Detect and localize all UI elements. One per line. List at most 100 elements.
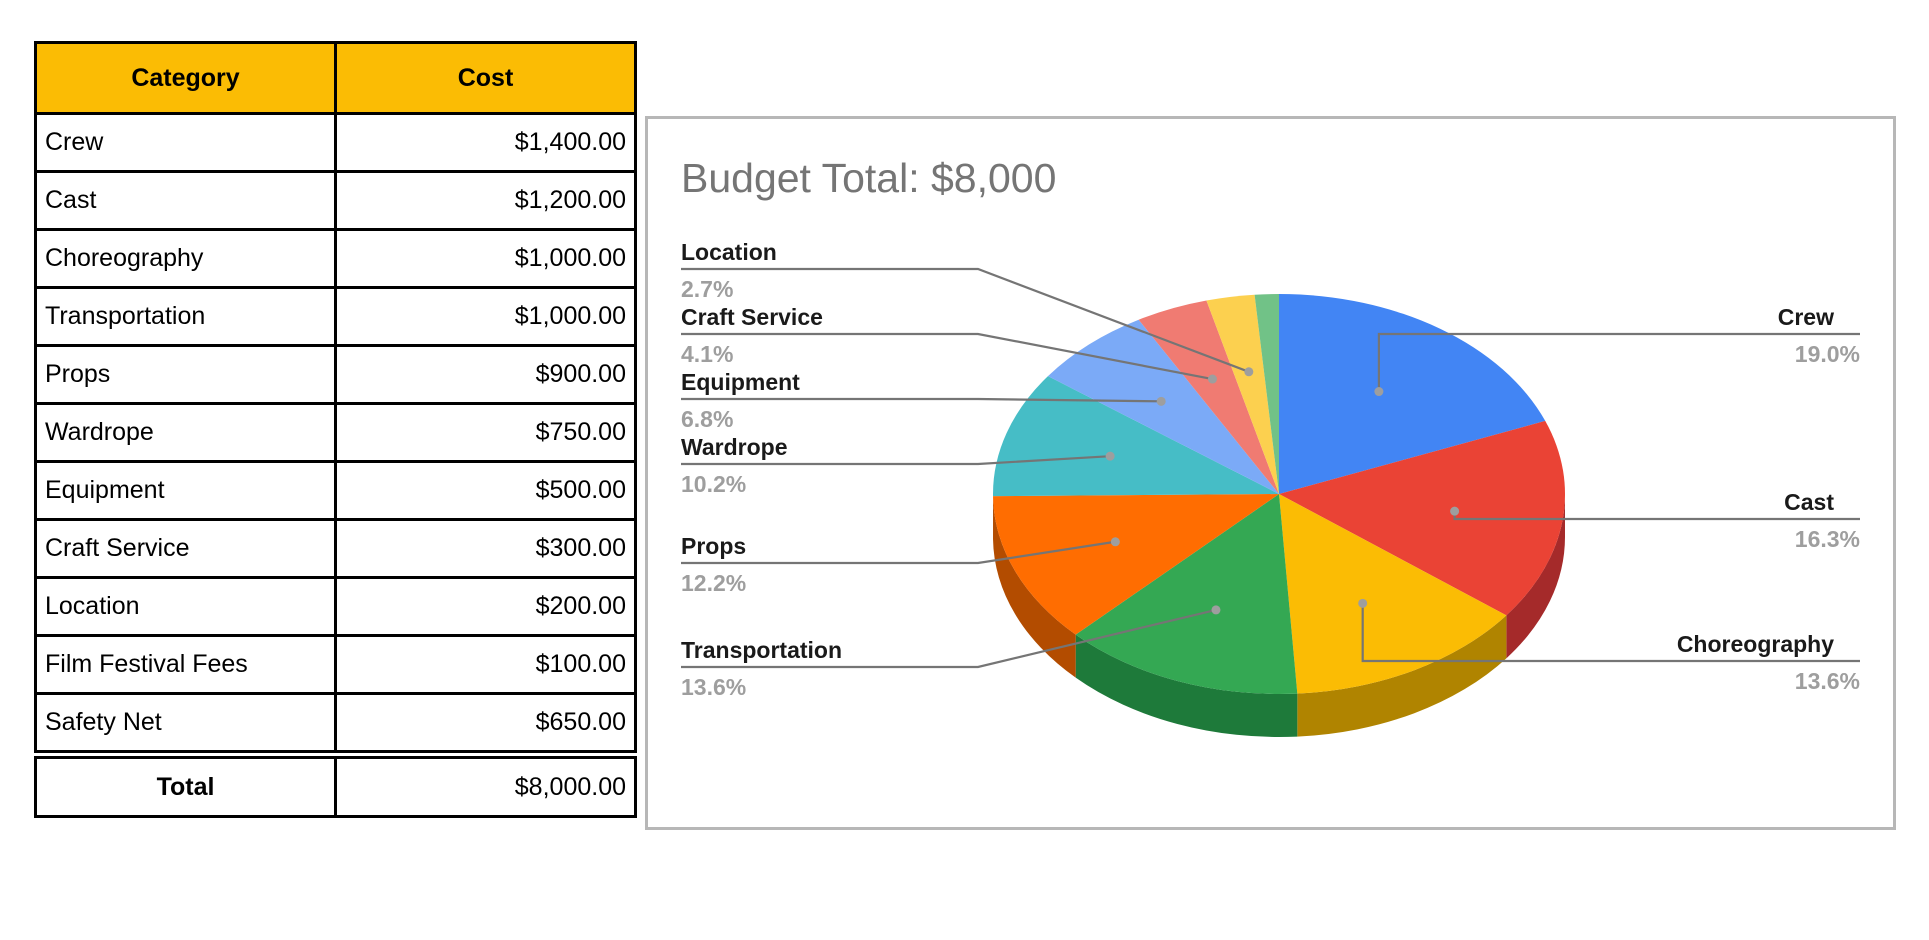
table-header-row: Category Cost: [34, 41, 637, 115]
leader-line: [1377, 332, 1860, 392]
pie-sides: [993, 494, 1565, 737]
table-row: Safety Net $650.00: [34, 692, 637, 756]
pie-side-transportation: [1075, 634, 1298, 737]
header-category: Category: [34, 41, 337, 115]
row-cost: $650.00: [334, 692, 637, 756]
row-cost: $1,400.00: [334, 112, 637, 173]
label-location: Location 2.7%: [681, 239, 1254, 377]
pie-side-props: [993, 496, 1076, 678]
leader-dot: [1358, 598, 1368, 608]
pie-side-choreography: [1297, 615, 1507, 737]
pie-chart: Crew 19.0% Cast 16.3% Choreography 13.6% Locat…: [681, 239, 1860, 737]
pie-slice-wardrope: [993, 376, 1279, 497]
leader-dot: [1450, 506, 1460, 516]
table-row: Equipment $500.00: [34, 460, 637, 521]
label-percent: 13.6%: [1795, 668, 1860, 694]
row-cost: $500.00: [334, 460, 637, 521]
label-choreography: Choreography 13.6%: [1358, 598, 1860, 694]
label-equipment: Equipment 6.8%: [681, 369, 1166, 432]
label-craft-service: Craft Service 4.1%: [681, 304, 1217, 384]
chart-title: Budget Total: $8,000: [681, 155, 1057, 201]
label-name: Choreography: [1677, 631, 1834, 657]
label-name: Transportation: [681, 637, 842, 663]
leader-dot: [1110, 537, 1120, 547]
pie-slice-crew: [1279, 294, 1546, 494]
label-percent: 19.0%: [1795, 341, 1860, 367]
row-category: Craft Service: [34, 518, 337, 579]
row-cost: $1,000.00: [334, 286, 637, 347]
table-row: Cast $1,200.00: [34, 170, 637, 231]
row-category: Cast: [34, 170, 337, 231]
pie-slice-location: [1206, 294, 1279, 494]
label-name: Equipment: [681, 369, 800, 395]
pie-slice-equipment: [1047, 319, 1279, 494]
leader-line: [1361, 603, 1860, 663]
label-name: Props: [681, 533, 746, 559]
label-percent: 2.7%: [681, 276, 733, 302]
leader-dot: [1244, 367, 1254, 377]
table-row: Crew $1,400.00: [34, 112, 637, 173]
leader-dot: [1374, 387, 1384, 397]
label-percent: 4.1%: [681, 341, 733, 367]
row-category: Transportation: [34, 286, 337, 347]
row-category: Wardrope: [34, 402, 337, 463]
row-category: Crew: [34, 112, 337, 173]
pie-slice-props: [993, 494, 1279, 635]
pie-labels: Crew 19.0% Cast 16.3% Choreography 13.6% Locat…: [681, 239, 1860, 700]
table-row: Craft Service $300.00: [34, 518, 637, 579]
table-row: Wardrope $750.00: [34, 402, 637, 463]
leader-dot: [1156, 396, 1166, 406]
total-label: Total: [34, 750, 337, 818]
total-row: Total $8,000.00: [34, 750, 637, 818]
total-cost: $8,000.00: [334, 750, 637, 818]
row-category: Film Festival Fees: [34, 634, 337, 695]
leader-line: [681, 397, 1162, 403]
leader-line: [681, 455, 1111, 466]
label-name: Location: [681, 239, 777, 265]
pie-slice-film-festival-fees: [1254, 294, 1279, 494]
pie-slice-choreography: [1279, 494, 1507, 694]
label-name: Cast: [1784, 489, 1834, 515]
row-cost: $1,000.00: [334, 228, 637, 289]
leader-dot: [1207, 374, 1217, 384]
label-percent: 6.8%: [681, 406, 733, 432]
table-row: Transportation $1,000.00: [34, 286, 637, 347]
label-name: Wardrope: [681, 434, 788, 460]
leader-line: [681, 540, 1116, 565]
leader-dot: [1211, 605, 1221, 615]
label-props: Props 12.2%: [681, 533, 1120, 596]
table-row: Location $200.00: [34, 576, 637, 637]
pie-slice-transportation: [1075, 494, 1298, 694]
header-cost: Cost: [334, 41, 637, 115]
row-category: Choreography: [34, 228, 337, 289]
row-category: Location: [34, 576, 337, 637]
pie-chart-panel: Budget Total: $8,000 Crew 19.0% Cast 16.3% C…: [645, 116, 1896, 830]
label-crew: Crew 19.0%: [1374, 304, 1860, 397]
label-percent: 13.6%: [681, 674, 746, 700]
row-category: Equipment: [34, 460, 337, 521]
label-percent: 12.2%: [681, 570, 746, 596]
leader-line: [681, 608, 1217, 669]
label-transportation: Transportation 13.6%: [681, 605, 1221, 700]
row-cost: $300.00: [334, 518, 637, 579]
pie-side-cast: [1506, 494, 1565, 659]
leader-dot: [1105, 451, 1115, 461]
row-cost: $100.00: [334, 634, 637, 695]
row-cost: $200.00: [334, 576, 637, 637]
row-category: Props: [34, 344, 337, 405]
label-name: Craft Service: [681, 304, 823, 330]
label-wardrope: Wardrope 10.2%: [681, 434, 1115, 497]
pie-slice-craft-service: [1138, 300, 1279, 494]
budget-table: Category Cost Crew $1,400.00 Cast $1,200…: [34, 41, 637, 818]
leader-line: [681, 332, 1213, 381]
label-cast: Cast 16.3%: [1450, 489, 1860, 552]
label-percent: 16.3%: [1795, 526, 1860, 552]
leader-line: [681, 267, 1250, 373]
row-category: Safety Net: [34, 692, 337, 756]
table-row: Props $900.00: [34, 344, 637, 405]
row-cost: $750.00: [334, 402, 637, 463]
row-cost: $1,200.00: [334, 170, 637, 231]
pie-slices: [993, 294, 1565, 694]
label-name: Crew: [1778, 304, 1834, 330]
table-row: Film Festival Fees $100.00: [34, 634, 637, 695]
